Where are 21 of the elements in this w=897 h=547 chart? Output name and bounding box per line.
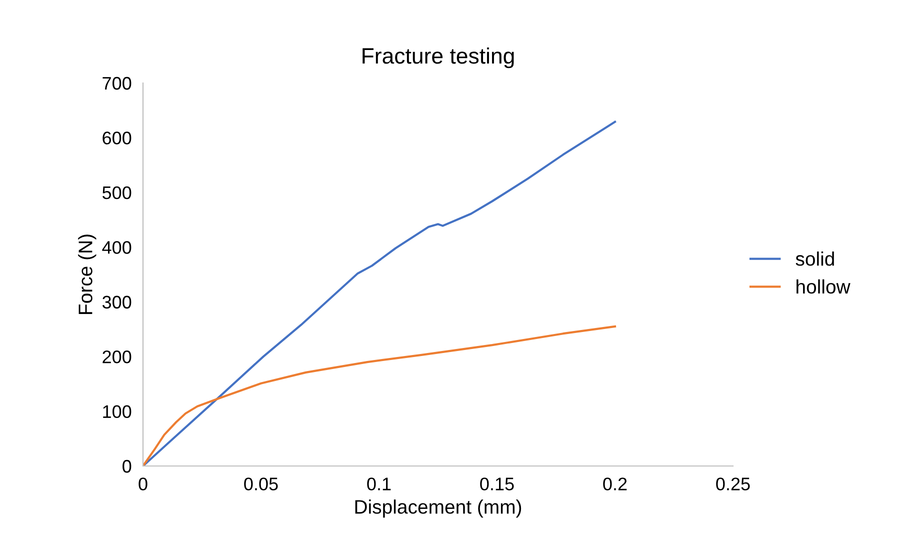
- y-tick-label: 200: [102, 350, 132, 364]
- x-tick-label: 0.25: [716, 478, 750, 490]
- x-tick-label: 0.05: [244, 478, 278, 490]
- y-tick-label: 600: [102, 132, 132, 144]
- y-tick-label: 100: [103, 405, 132, 418]
- y-tick-label: 0: [122, 460, 132, 473]
- x-axis-title: Displacement (mm): [355, 500, 522, 518]
- x-tick-label: 0.1: [367, 478, 391, 490]
- line-series: [143, 325, 616, 466]
- y-tick-label: 700: [102, 76, 132, 90]
- chart-title: Fracture testing: [362, 47, 514, 68]
- y-tick-label: 400: [102, 241, 132, 254]
- y-axis-title: Force (N): [78, 234, 96, 314]
- x-tick-label: 0.15: [480, 478, 514, 490]
- y-tick-label: 300: [102, 296, 132, 309]
- x-tick-label: 0.2: [603, 478, 627, 490]
- legend-label: hollow: [796, 279, 850, 294]
- legend-label: solid: [796, 252, 834, 266]
- line-series: [143, 120, 616, 466]
- y-tick-label: 500: [102, 186, 132, 200]
- x-tick-label: 0: [138, 478, 148, 490]
